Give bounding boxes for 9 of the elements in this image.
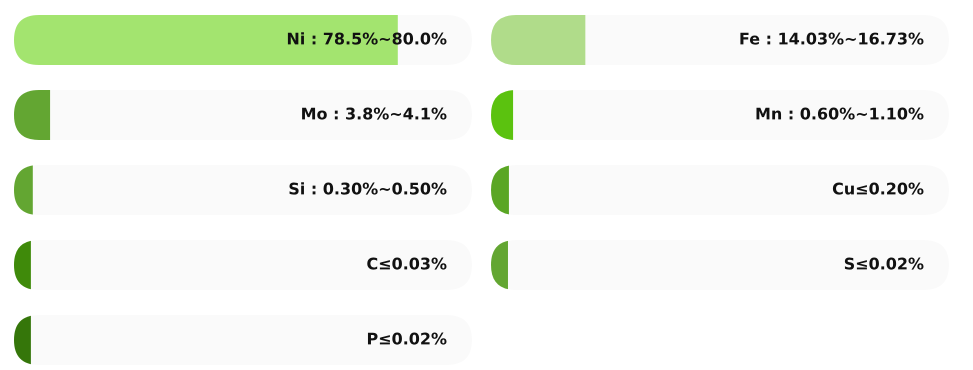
bar	[491, 15, 586, 65]
y-tick-label: P≤0.02%	[368, 332, 446, 345]
y-tick-label: C≤0.03%	[367, 258, 446, 270]
y-tick-label: S≤0.02%	[844, 258, 924, 270]
y-tick-label: Mo : 3.8%~4.1%	[302, 108, 446, 120]
y-tick-label: Mn : 0.60%~1.10%	[756, 108, 924, 120]
y-tick-label: Si : 0.30%~0.50%	[289, 182, 446, 195]
y-tick-label: Cu≤0.20%	[832, 182, 924, 195]
y-tick-label: Fe : 14.03%~16.73%	[740, 32, 924, 45]
